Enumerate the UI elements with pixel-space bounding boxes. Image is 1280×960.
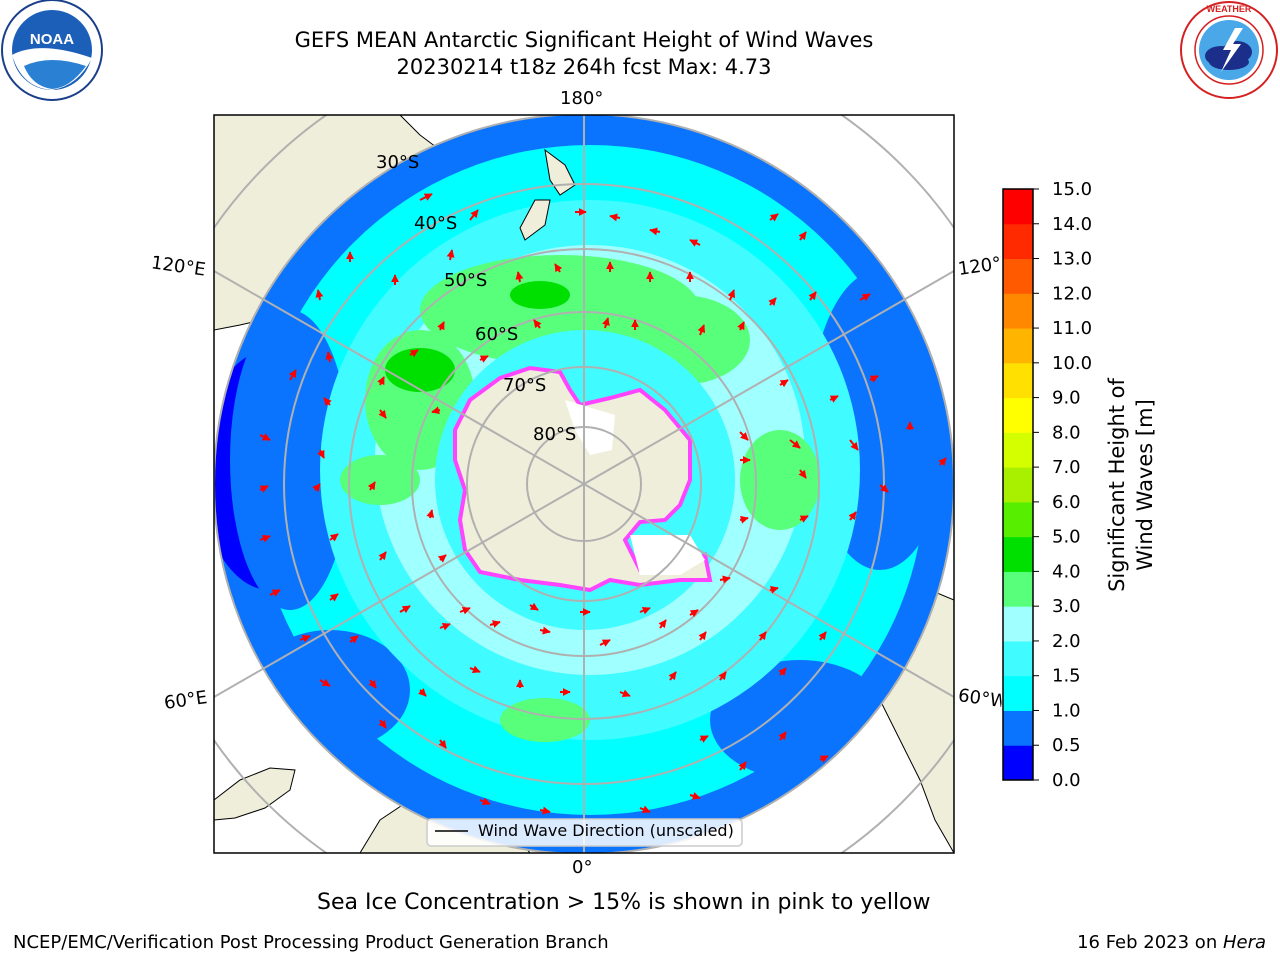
map-title: GEFS MEAN Antarctic Significant Height o… — [294, 28, 874, 52]
colorbar-segment — [1003, 467, 1033, 503]
colorbar-segment — [1003, 640, 1033, 677]
colorbar-segment — [1003, 397, 1033, 433]
colorbar-tick-label: 10.0 — [1052, 353, 1092, 374]
producer-credit: NCEP/EMC/Verification Post Processing Pr… — [13, 932, 609, 953]
map-legend-label: Wind Wave Direction (unscaled) — [478, 821, 734, 840]
national-weather-service-logo: WEATHER — [1180, 1, 1278, 99]
madagascar-landmass — [214, 767, 296, 821]
colorbar-tick-label: 6.0 — [1052, 492, 1081, 513]
colorbar-segment — [1003, 362, 1033, 399]
colorbar-tick-label: 3.0 — [1052, 596, 1081, 617]
colorbar-segment — [1003, 606, 1033, 642]
colorbar-tick-label: 13.0 — [1052, 249, 1092, 270]
colorbar-tick-label: 0.5 — [1052, 735, 1081, 756]
colorbar-segment — [1003, 293, 1033, 329]
colorbar-segment — [1003, 189, 1033, 225]
lat-label-40s: 40°S — [414, 213, 458, 234]
colorbar-tick-label: 9.0 — [1052, 388, 1081, 409]
colorbar-segment — [1003, 432, 1033, 468]
colorbar-tick-label: 7.0 — [1052, 457, 1081, 478]
generation-host: Hera — [1222, 932, 1266, 953]
colorbar-tick-label: 5.0 — [1052, 527, 1081, 548]
colorbar-frame — [1002, 188, 1034, 781]
colorbar — [1003, 189, 1033, 781]
lat-label-50s: 50°S — [444, 270, 488, 291]
colorbar-tick-label: 1.5 — [1052, 666, 1081, 687]
svg-text:NOAA: NOAA — [30, 31, 74, 48]
map-frame — [213, 114, 955, 854]
wind-wave-arrows — [259, 193, 947, 815]
colorbar-segment — [1003, 328, 1033, 364]
colorbar-tick-label: 4.0 — [1052, 561, 1081, 582]
lat-label-70s: 70°S — [503, 375, 547, 396]
ice-shelf-weddell — [630, 535, 705, 575]
colorbar-tick-label: 15.0 — [1052, 179, 1092, 200]
svg-text:WEATHER: WEATHER — [1207, 4, 1252, 14]
colorbar-ticks: 0.0 0.5 1.0 1.5 2.0 3.0 4.0 5.0 6.0 7.0 8.0 9.0 10.0… — [1033, 179, 1092, 791]
colorbar-label: Significant Height of Wind Waves [m] — [1105, 378, 1157, 592]
map-subtitle: 20230214 t18z 264h fcst Max: 4.73 — [396, 55, 772, 79]
graticule — [214, 115, 954, 853]
noaa-logo: NOAA — [1, 0, 103, 101]
colorbar-tick-label: 12.0 — [1052, 283, 1092, 304]
colorbar-tick-label: 8.0 — [1052, 422, 1081, 443]
lon-label-180: 180° — [560, 88, 604, 109]
sea-ice-note: Sea Ice Concentration > 15% is shown in … — [317, 890, 931, 915]
map-legend — [426, 818, 743, 847]
colorbar-segment — [1003, 258, 1033, 294]
lon-label-0: 0° — [572, 857, 593, 878]
colorbar-tick-label: 14.0 — [1052, 214, 1092, 235]
colorbar-segment — [1003, 710, 1033, 746]
lat-label-80s: 80°S — [533, 424, 577, 445]
colorbar-segment — [1003, 571, 1033, 607]
map-frame-content — [214, 115, 954, 853]
colorbar-tick-label: 1.0 — [1052, 700, 1081, 721]
lat-label-30s: 30°S — [376, 152, 420, 173]
colorbar-segment — [1003, 223, 1033, 260]
colorbar-segment — [1003, 675, 1033, 711]
colorbar-tick-label: 0.0 — [1052, 770, 1081, 791]
colorbar-segment — [1003, 501, 1033, 538]
generation-stamp: 16 Feb 2023 on Hera — [1077, 932, 1266, 953]
generation-date: 16 Feb 2023 on — [1077, 932, 1223, 953]
lat-label-60s: 60°S — [475, 324, 519, 345]
colorbar-tick-label: 11.0 — [1052, 318, 1092, 339]
colorbar-segment — [1003, 745, 1033, 781]
colorbar-segment — [1003, 536, 1033, 572]
new-zealand-landmass — [519, 148, 576, 241]
colorbar-tick-label: 2.0 — [1052, 631, 1081, 652]
